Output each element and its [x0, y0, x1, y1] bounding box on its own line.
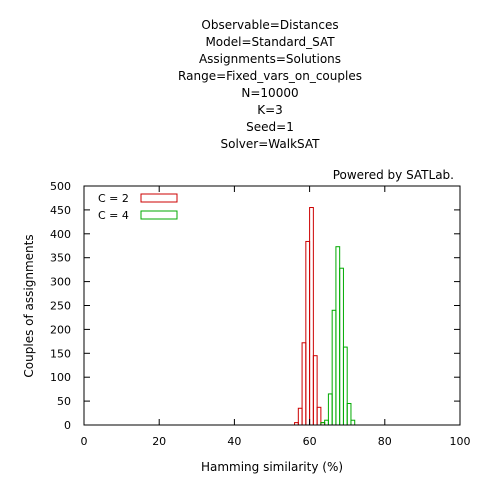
- legend-swatch: [140, 193, 178, 203]
- chart-title-line: Range=Fixed_vars_on_couples: [178, 69, 362, 83]
- histogram-bar: [316, 406, 322, 426]
- histogram-bar: [297, 407, 303, 426]
- y-tick-label: 100: [50, 371, 71, 384]
- x-tick-label: 80: [378, 435, 392, 448]
- chart-title-line: Model=Standard_SAT: [205, 35, 335, 49]
- chart-title: Observable=Distances Model=Standard_SAT As…: [178, 18, 362, 151]
- y-tick-label: 300: [50, 276, 71, 289]
- axis-ticks: 0 50 100 150 200 250 300 350 400 450 500 0 20 40 60 80 1…: [50, 180, 471, 448]
- x-tick-label: 40: [227, 435, 241, 448]
- histogram-bar: [312, 355, 318, 426]
- histogram-bar: [324, 419, 329, 426]
- chart-title-line: Solver=WalkSAT: [221, 137, 321, 151]
- histogram-bar: [309, 207, 314, 426]
- legend-label: C = 2: [98, 192, 129, 205]
- y-axis-label: Couples of assignments: [22, 234, 36, 377]
- chart-title-line: Observable=Distances: [201, 18, 338, 32]
- histogram-bar: [331, 309, 337, 426]
- y-tick-label: 350: [50, 252, 71, 265]
- histogram-bar: [342, 346, 348, 426]
- x-tick-label: 20: [152, 435, 166, 448]
- y-tick-label: 400: [50, 228, 71, 241]
- y-tick-label: 50: [57, 395, 71, 408]
- y-tick-label: 150: [50, 347, 71, 360]
- y-tick-label: 500: [50, 180, 71, 193]
- x-tick-label: 60: [303, 435, 317, 448]
- histogram-bar: [350, 419, 356, 426]
- chart-title-line: Seed=1: [246, 120, 294, 134]
- histogram-bar: [335, 246, 341, 426]
- histogram-bar: [301, 342, 307, 426]
- histogram-bars: [294, 207, 356, 426]
- plot-frame: [83, 185, 461, 426]
- legend-label: C = 4: [98, 209, 129, 222]
- legend-swatch: [140, 210, 178, 220]
- chart-title-line: Assignments=Solutions: [199, 52, 341, 66]
- legend: C = 2 C = 4: [98, 192, 178, 222]
- chart-title-line: N=10000: [241, 86, 298, 100]
- y-tick-label: 450: [50, 204, 71, 217]
- x-tick-label: 0: [81, 435, 88, 448]
- histogram-bar: [305, 240, 311, 426]
- x-tick-label: 100: [450, 435, 471, 448]
- histogram-bar: [327, 393, 333, 426]
- y-tick-label: 0: [64, 419, 71, 432]
- histogram-bar: [339, 267, 344, 426]
- powered-by-credit: Powered by SATLab.: [333, 168, 454, 182]
- y-tick-label: 200: [50, 323, 71, 336]
- chart-title-line: K=3: [257, 103, 283, 117]
- histogram-bar: [346, 402, 352, 426]
- x-axis-label: Hamming similarity (%): [201, 460, 343, 474]
- y-tick-label: 250: [50, 300, 71, 313]
